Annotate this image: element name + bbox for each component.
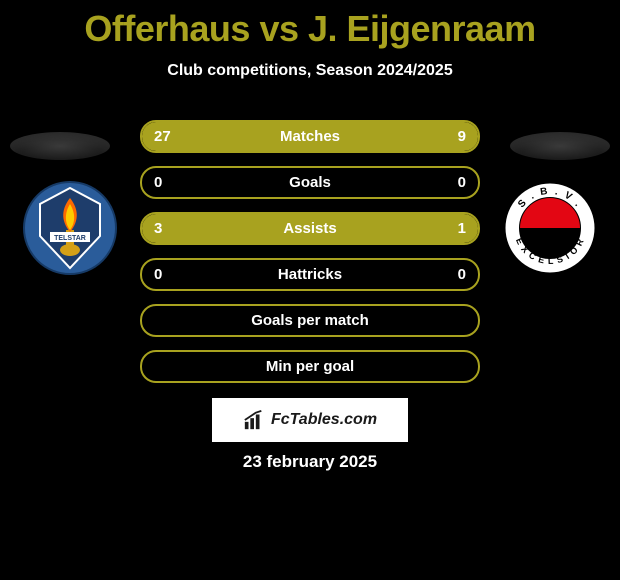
- stat-label: Goals per match: [251, 312, 369, 329]
- stat-value-right: 0: [458, 266, 466, 283]
- stat-row: 3 1 Assists: [140, 212, 480, 245]
- club-crest-right: S . B . V . E X C E L S I O R: [502, 180, 598, 276]
- chart-icon: [243, 409, 265, 431]
- stat-row: 0 0 Goals: [140, 166, 480, 199]
- stat-row: Min per goal: [140, 350, 480, 383]
- page-title: Offerhaus vs J. Eijgenraam: [0, 0, 620, 50]
- stat-fill-left: [142, 122, 394, 151]
- telstar-crest-icon: TELSTAR: [22, 180, 118, 276]
- stat-label: Assists: [283, 220, 336, 237]
- stat-label: Hattricks: [278, 266, 342, 283]
- stat-value-right: 0: [458, 174, 466, 191]
- stat-value-right: 1: [458, 220, 466, 237]
- stat-row: Goals per match: [140, 304, 480, 337]
- stat-value-left: 0: [154, 174, 162, 191]
- player-shadow-right: [510, 132, 610, 160]
- subtitle: Club competitions, Season 2024/2025: [0, 62, 620, 80]
- stat-label: Matches: [280, 128, 340, 145]
- stat-fill-left: [142, 214, 394, 243]
- excelsior-crest-icon: S . B . V . E X C E L S I O R: [502, 180, 598, 276]
- stat-label: Min per goal: [266, 358, 354, 375]
- stat-row: 27 9 Matches: [140, 120, 480, 153]
- club-crest-left: TELSTAR: [22, 180, 118, 276]
- brand-text: FcTables.com: [271, 411, 377, 429]
- stat-value-right: 9: [458, 128, 466, 145]
- player-shadow-left: [10, 132, 110, 160]
- svg-text:TELSTAR: TELSTAR: [54, 235, 86, 242]
- stats-container: 27 9 Matches 0 0 Goals 3 1 Assists 0 0 Hattricks Goa…: [140, 120, 480, 383]
- brand-box: FcTables.com: [210, 396, 410, 444]
- date-text: 23 february 2025: [0, 452, 620, 472]
- stat-value-left: 27: [154, 128, 171, 145]
- stat-label: Goals: [289, 174, 331, 191]
- stat-row: 0 0 Hattricks: [140, 258, 480, 291]
- stat-value-left: 0: [154, 266, 162, 283]
- stat-value-left: 3: [154, 220, 162, 237]
